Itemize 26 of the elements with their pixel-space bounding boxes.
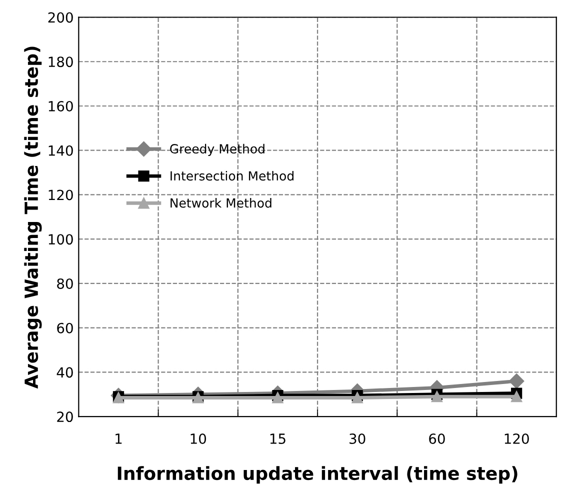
legend-label: Intersection Method: [170, 170, 294, 181]
x-tick-label: 30: [350, 433, 366, 444]
x-tick-label: 15: [270, 434, 286, 444]
x-axis-title: Information update interval (time step): [118, 466, 518, 484]
point: [431, 391, 443, 402]
point: [511, 391, 522, 402]
x-tick-label: 1: [116, 434, 122, 444]
x-tick-label: 10: [190, 433, 206, 444]
y-tick-label: 40: [56, 367, 73, 378]
y-tick-label: 80: [57, 278, 73, 289]
y-tick-label: 100: [48, 234, 73, 245]
y-tick-label: 140: [48, 145, 73, 156]
point: [509, 374, 524, 389]
y-tick-label: 120: [48, 190, 73, 200]
x-tick-label: 120: [504, 433, 529, 444]
point: [352, 392, 363, 404]
legend-label: Network Method: [170, 198, 272, 208]
y-tick-label: 60: [57, 322, 73, 334]
legend-label: Greedy Method: [170, 144, 264, 156]
point: [272, 392, 284, 404]
y-tick-label: 20: [57, 412, 73, 422]
y-tick-label: 200: [48, 12, 73, 23]
y-tick-label: 180: [48, 56, 73, 68]
x-tick-label: 60: [429, 433, 445, 444]
y-tick-label: 160: [48, 100, 73, 112]
y-axis-title: Average Waiting Time (time step): [24, 46, 42, 389]
